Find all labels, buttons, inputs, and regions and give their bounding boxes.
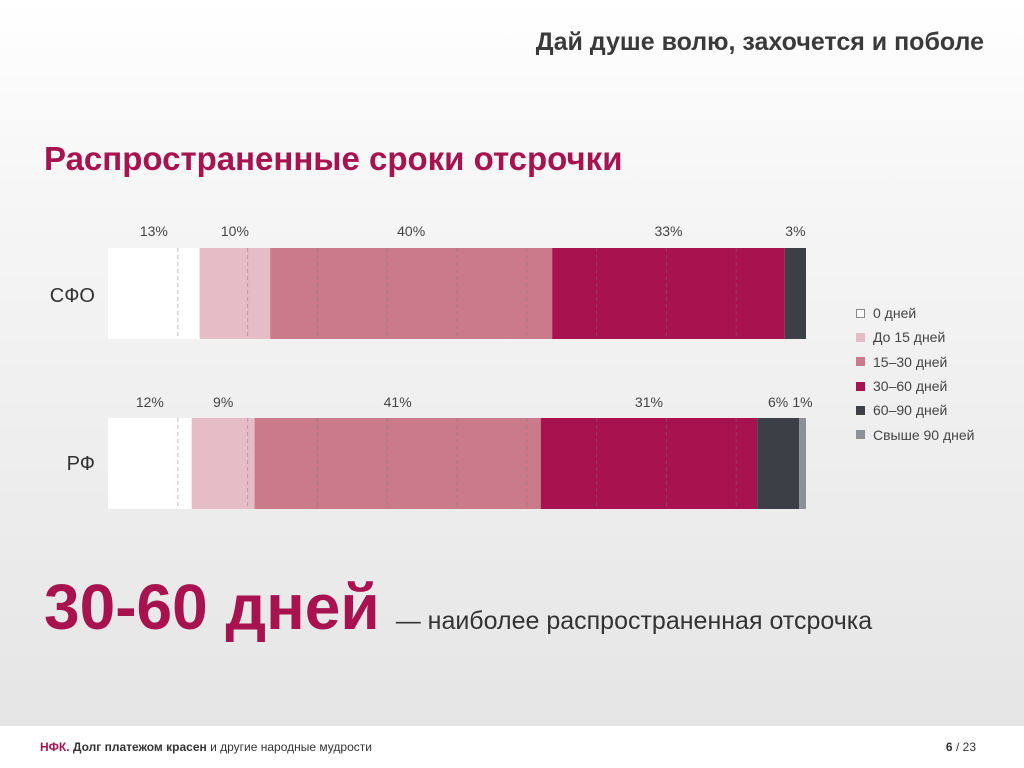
legend-item: 15–30 дней — [856, 350, 975, 374]
bar-segment — [191, 418, 255, 509]
legend-item: До 15 дней — [856, 325, 975, 349]
data-label: 41% — [384, 394, 412, 410]
bar-segment — [799, 418, 806, 509]
legend-swatch — [856, 308, 865, 318]
page-current: 6 — [945, 740, 953, 754]
data-label: 3% — [785, 223, 805, 239]
legend-label: До 15 дней — [873, 329, 946, 346]
data-label: 31% — [635, 394, 663, 410]
data-label: 6% — [768, 394, 788, 410]
data-label: 1% — [792, 394, 812, 410]
data-label: 40% — [397, 223, 425, 239]
data-label: 12% — [136, 394, 164, 410]
legend-swatch — [856, 381, 865, 391]
bar-segment — [784, 248, 806, 339]
bar-segment — [108, 418, 192, 509]
legend-swatch — [856, 405, 865, 415]
headline: 30-60 дней — наиболее распространенная от… — [44, 570, 872, 644]
category-label: СФО — [50, 285, 95, 307]
data-label: 9% — [213, 394, 233, 410]
data-label: 10% — [221, 223, 249, 239]
legend-label: 60–90 дней — [873, 402, 948, 419]
legend-label: 30–60 дней — [873, 378, 948, 395]
bar-segment — [270, 248, 553, 339]
footer-brand: НФК. — [40, 740, 70, 754]
bar-segment — [540, 418, 758, 509]
legend-item: 60–90 дней — [856, 398, 975, 422]
legend-item: Свыше 90 дней — [856, 422, 975, 446]
data-label: 13% — [140, 223, 168, 239]
category-label: РФ — [67, 453, 95, 475]
data-label: 33% — [654, 223, 682, 239]
bar-segment — [108, 248, 200, 339]
legend-item: 0 дней — [856, 301, 975, 325]
legend-swatch — [856, 332, 865, 342]
stacked-bar-chart: СФО 13% 10% 40% 33% 3% РФ 12% 9% 41% 31% 6% 1% — [50, 223, 813, 509]
legend-label: Свыше 90 дней — [873, 426, 975, 443]
footer-text: и другие народные мудрости — [210, 740, 372, 754]
legend-swatch — [856, 357, 865, 367]
legend-swatch — [856, 430, 865, 440]
page-separator: / — [955, 740, 960, 754]
slide-title: Дай душе волю, захочется и поболе — [535, 28, 984, 56]
bar-segment — [552, 248, 785, 339]
footer-caption: НФК. Долг платежом красен и другие народ… — [40, 740, 372, 754]
headline-highlight: 30-60 дней — [44, 571, 380, 643]
headline-text: — наиболее распространенная отсрочка — [395, 607, 873, 635]
footer-bold-text: Долг платежом красен — [72, 740, 207, 754]
bar-segment — [254, 418, 541, 509]
legend-label: 15–30 дней — [873, 353, 948, 370]
footer: НФК. Долг платежом красен и другие народ… — [0, 726, 1024, 768]
page-total: 23 — [962, 740, 976, 754]
legend-label: 0 дней — [873, 305, 917, 322]
legend-item: 30–60 дней — [856, 374, 975, 398]
bar-segment — [199, 248, 271, 339]
bar-segment — [757, 418, 800, 509]
chart-legend: 0 дней До 15 дней 15–30 дней 30–60 дней 60–9… — [856, 301, 975, 447]
section-title: Распространенные сроки отсрочки — [44, 140, 623, 177]
page-counter: 6 / 23 — [946, 740, 976, 754]
